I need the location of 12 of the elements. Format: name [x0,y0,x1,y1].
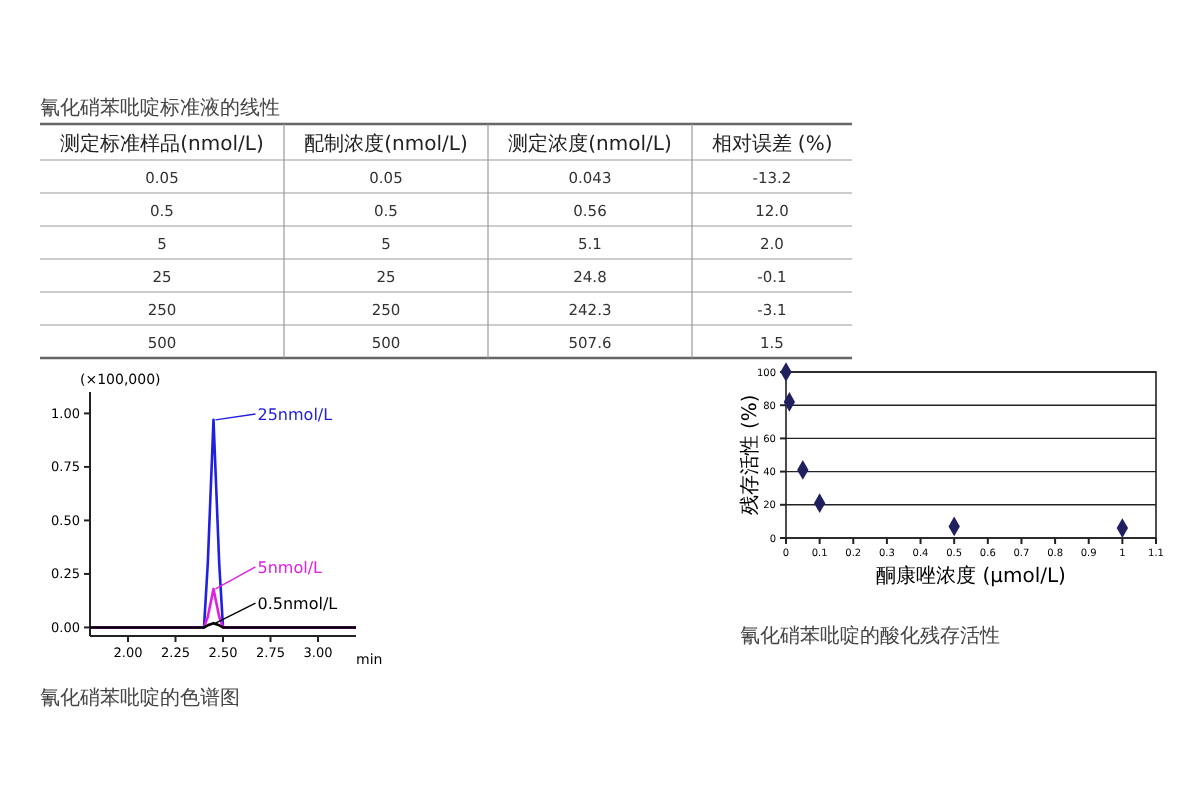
category-label: 测定标准样品(nmol/L) [60,132,264,156]
category-label: 配制浓度(nmol/L) [304,132,468,156]
legend-label: 5nmol/L [257,558,324,577]
text: 氰化硝苯吡啶的色谱图 [40,686,240,710]
legend-label: 0.5nmol/L [257,595,339,614]
y-axis-title: 残存活性 (%) [738,394,762,516]
text: 氰化硝苯吡啶的酸化残存活性 [740,624,1000,648]
category-label: 相对误差 (%) [711,132,833,156]
legend-label: 25nmol/L [257,406,334,424]
category-label: 测定浓度(nmol/L) [508,132,672,156]
text: 氰化硝苯吡啶标准液的线性 [40,96,280,120]
x-axis-title: 酮康唑浓度 (μmol/L) [876,564,1067,588]
